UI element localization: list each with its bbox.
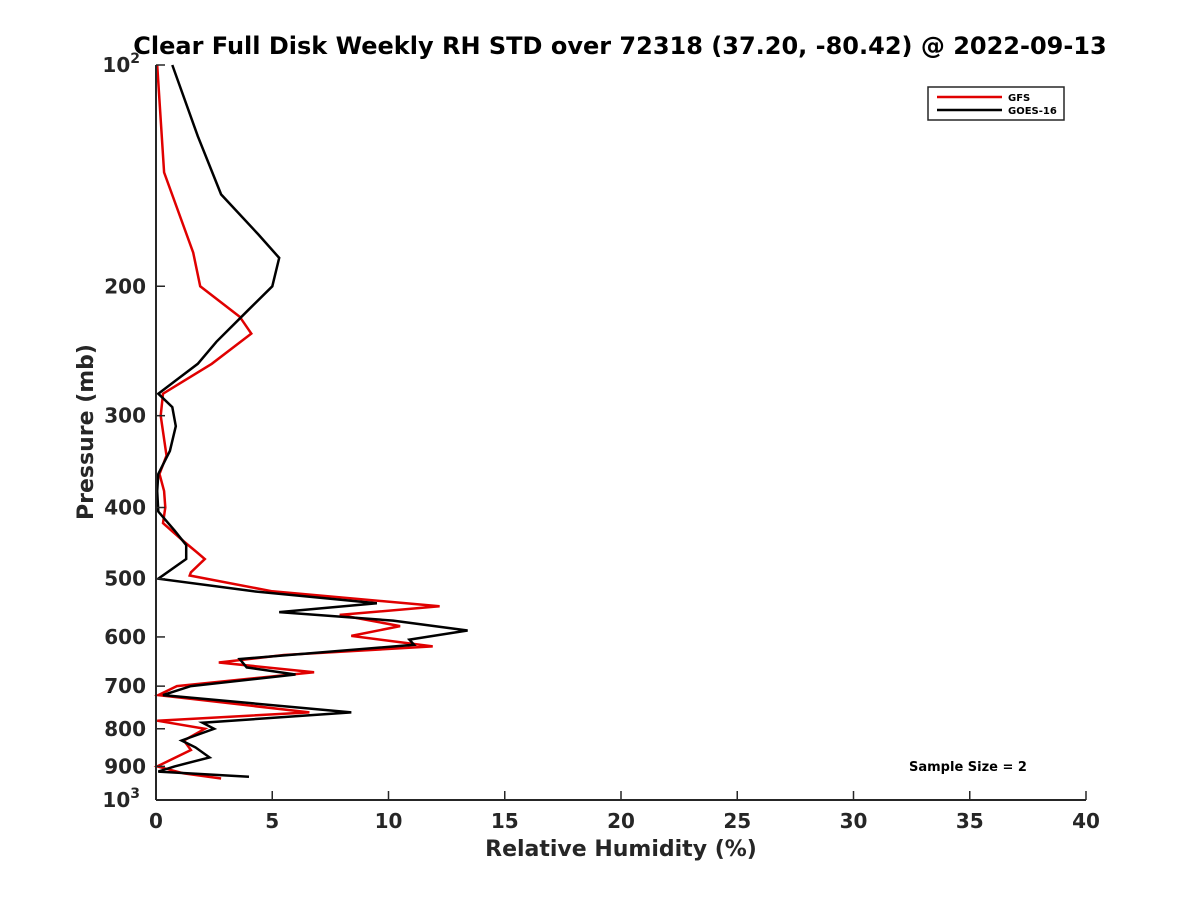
y-tick-label: 103 (102, 786, 140, 812)
y-tick-label: 900 (104, 754, 146, 778)
series-line-gfs (153, 64, 440, 780)
x-tick-label: 5 (265, 809, 279, 833)
y-axis-ticks: 102 200 300 400 500 600 700 800 900 103 (102, 51, 165, 812)
y-tick-label: 400 (104, 496, 146, 520)
y-tick-label: 200 (104, 274, 146, 298)
y-tick-label: 102 (102, 51, 140, 77)
x-tick-label: 25 (723, 809, 751, 833)
x-axis-label: Relative Humidity (%) (485, 837, 757, 862)
x-tick-label: 10 (375, 809, 403, 833)
sample-size-annotation: Sample Size = 2 (909, 760, 1027, 775)
y-tick-label: 500 (104, 567, 146, 591)
x-tick-label: 15 (491, 809, 519, 833)
y-tick-label: 300 (104, 404, 146, 428)
legend: GFS GOES-16 (927, 86, 1065, 121)
y-tick-label: 700 (104, 674, 146, 698)
x-axis-ticks: 0 5 10 15 20 25 30 35 40 (149, 791, 1100, 833)
y-tick-label: 800 (104, 717, 146, 741)
chart-title: Clear Full Disk Weekly RH STD over 72318… (133, 32, 1106, 60)
y-tick-label: 600 (104, 625, 146, 649)
x-tick-label: 0 (149, 809, 163, 833)
series-layer (153, 64, 468, 780)
x-tick-label: 40 (1072, 809, 1100, 833)
x-tick-label: 30 (840, 809, 868, 833)
x-tick-label: 35 (956, 809, 984, 833)
x-tick-label: 20 (607, 809, 635, 833)
legend-label-goes16: GOES-16 (1008, 106, 1057, 117)
legend-label-gfs: GFS (1008, 93, 1030, 104)
plot-area: 0 5 10 15 20 25 30 35 40 102 200 300 400 500 600 700 80… (102, 51, 1100, 833)
legend-box (927, 86, 1065, 121)
series-line-goes-16 (154, 64, 468, 779)
y-axis-label: Pressure (mb) (74, 344, 99, 520)
